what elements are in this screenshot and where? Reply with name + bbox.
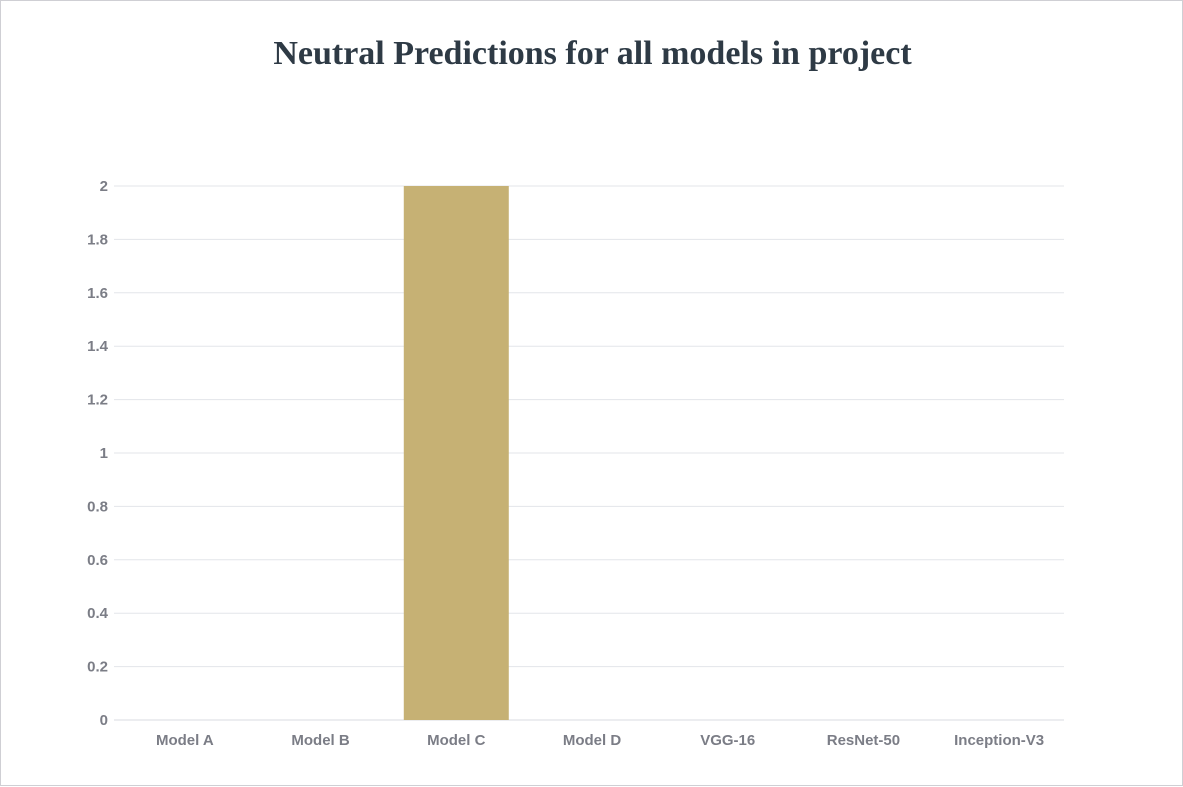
y-tick-label: 1.8 — [87, 231, 108, 248]
chart-title: Neutral Predictions for all models in pr… — [273, 35, 912, 72]
y-tick-label: 2 — [100, 178, 108, 195]
y-tick-label: 0.4 — [87, 605, 109, 622]
x-tick-label: Inception-V3 — [954, 732, 1044, 749]
x-axis-tick-labels: Model A Model B Model C Model D VGG-16 ResNet… — [156, 732, 1044, 749]
y-tick-label: 1.4 — [87, 338, 109, 355]
y-tick-label: 1.2 — [87, 392, 108, 409]
y-tick-label: 0 — [100, 712, 108, 729]
bar-model-c[interactable] — [403, 186, 509, 720]
y-tick-label: 0.2 — [87, 659, 108, 676]
y-tick-label: 1.6 — [87, 285, 108, 302]
y-tick-label: 0.6 — [87, 552, 108, 569]
x-tick-label: Model C — [427, 732, 485, 749]
x-tick-label: VGG-16 — [700, 732, 755, 749]
gridlines — [114, 185, 1064, 721]
y-axis-tick-labels: 0 0.2 0.4 0.6 0.8 1 1.2 1.4 1.6 1.8 2 — [87, 178, 109, 729]
x-tick-label: ResNet-50 — [827, 732, 900, 749]
bars — [403, 186, 509, 720]
x-tick-label: Model D — [563, 732, 621, 749]
x-tick-label: Model B — [291, 732, 349, 749]
y-tick-label: 0.8 — [87, 498, 108, 515]
x-tick-label: Model A — [156, 732, 214, 749]
y-tick-label: 1 — [100, 445, 108, 462]
